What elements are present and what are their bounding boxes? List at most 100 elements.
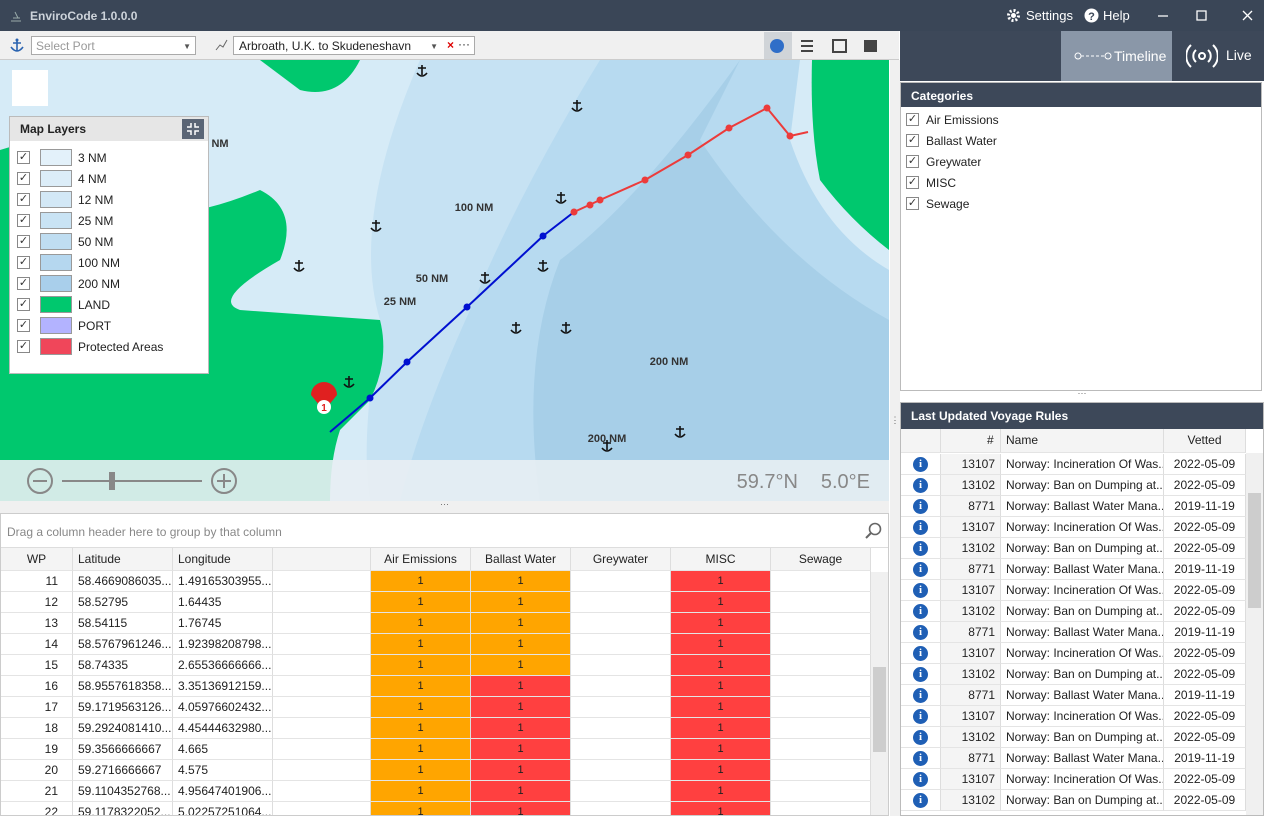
timeline-tab[interactable]: Timeline <box>1061 31 1172 81</box>
column-header[interactable] <box>273 548 371 571</box>
rule-cell[interactable]: Norway: Ballast Water Mana... <box>1001 748 1164 769</box>
rule-cell[interactable]: Norway: Ballast Water Mana... <box>1001 685 1164 706</box>
rule-cell[interactable]: Norway: Ban on Dumping at... <box>1001 727 1164 748</box>
rule-cell[interactable]: Norway: Ballast Water Mana... <box>1001 622 1164 643</box>
rule-cell[interactable]: 2022-05-09 <box>1164 601 1246 622</box>
column-header[interactable]: Sewage <box>771 548 871 571</box>
route-select[interactable]: Arbroath, U.K. to Skudeneshavn ▼ × ··· <box>233 36 475 55</box>
rule-cell[interactable]: 2019-11-19 <box>1164 559 1246 580</box>
info-icon[interactable]: i <box>913 793 928 808</box>
rule-cell[interactable]: 13102 <box>941 601 1001 622</box>
layer-checkbox[interactable]: ✓ <box>17 151 30 164</box>
rule-cell[interactable]: Norway: Incineration Of Was... <box>1001 454 1164 475</box>
info-icon[interactable]: i <box>913 709 928 724</box>
rule-cell[interactable]: Norway: Incineration Of Was... <box>1001 706 1164 727</box>
info-icon[interactable]: i <box>913 583 928 598</box>
rule-cell[interactable]: 13107 <box>941 517 1001 538</box>
layer-checkbox[interactable]: ✓ <box>17 256 30 269</box>
info-icon[interactable]: i <box>913 562 928 577</box>
rule-cell[interactable]: 13107 <box>941 643 1001 664</box>
info-icon[interactable]: i <box>913 499 928 514</box>
category-checkbox[interactable]: ✓ <box>906 176 919 189</box>
category-checkbox[interactable]: ✓ <box>906 113 919 126</box>
column-header[interactable]: Latitude <box>73 548 173 571</box>
info-icon[interactable]: i <box>913 604 928 619</box>
rule-cell[interactable]: Norway: Ban on Dumping at... <box>1001 538 1164 559</box>
column-header[interactable]: Greywater <box>571 548 671 571</box>
window-controls[interactable] <box>1150 6 1260 26</box>
info-icon[interactable]: i <box>913 541 928 556</box>
rule-cell[interactable]: 2022-05-09 <box>1164 454 1246 475</box>
zoom-out[interactable] <box>27 468 53 494</box>
port-select[interactable]: Select Port ▼ <box>31 36 196 55</box>
rule-cell[interactable]: Norway: Ballast Water Mana... <box>1001 496 1164 517</box>
rule-cell[interactable]: 13107 <box>941 454 1001 475</box>
rule-cell[interactable]: Norway: Incineration Of Was... <box>1001 643 1164 664</box>
settings-button[interactable]: Settings <box>1026 8 1073 23</box>
column-header[interactable]: Ballast Water <box>471 548 571 571</box>
collapse-button[interactable] <box>182 119 204 139</box>
rule-cell[interactable]: 2022-05-09 <box>1164 475 1246 496</box>
route-marker[interactable]: 1 <box>321 403 327 414</box>
rule-cell[interactable]: 8771 <box>941 748 1001 769</box>
rule-cell[interactable]: 8771 <box>941 622 1001 643</box>
splitter[interactable]: ··· <box>1077 391 1087 398</box>
live-tab[interactable]: Live <box>1226 47 1252 63</box>
view-buttons[interactable] <box>764 32 890 60</box>
category-checkbox[interactable]: ✓ <box>906 134 919 147</box>
info-icon[interactable]: i <box>913 751 928 766</box>
category-checkbox[interactable]: ✓ <box>906 155 919 168</box>
rule-cell[interactable]: Norway: Ban on Dumping at... <box>1001 475 1164 496</box>
rule-cell[interactable]: 2022-05-09 <box>1164 790 1246 811</box>
column-header[interactable]: MISC <box>671 548 771 571</box>
rule-cell[interactable]: 2019-11-19 <box>1164 496 1246 517</box>
rule-cell[interactable]: Norway: Ban on Dumping at... <box>1001 790 1164 811</box>
rule-cell[interactable]: 13102 <box>941 475 1001 496</box>
rule-cell[interactable]: 8771 <box>941 685 1001 706</box>
splitter[interactable]: ⋮ <box>890 60 900 816</box>
rule-cell[interactable]: 2019-11-19 <box>1164 748 1246 769</box>
category-checkbox[interactable]: ✓ <box>906 197 919 210</box>
layer-checkbox[interactable]: ✓ <box>17 298 30 311</box>
ruler-button[interactable] <box>12 70 48 106</box>
column-header[interactable]: Vetted <box>1164 429 1246 453</box>
rule-cell[interactable]: 13107 <box>941 769 1001 790</box>
column-header[interactable]: Name <box>1001 429 1164 453</box>
rule-cell[interactable]: 2022-05-09 <box>1164 643 1246 664</box>
info-icon[interactable]: i <box>913 730 928 745</box>
layer-checkbox[interactable]: ✓ <box>17 277 30 290</box>
rule-cell[interactable]: 2022-05-09 <box>1164 664 1246 685</box>
scrollbar[interactable] <box>1246 453 1263 815</box>
rule-cell[interactable]: 8771 <box>941 559 1001 580</box>
rule-cell[interactable]: 2022-05-09 <box>1164 517 1246 538</box>
layer-checkbox[interactable]: ✓ <box>17 319 30 332</box>
rule-cell[interactable]: 13102 <box>941 664 1001 685</box>
rule-cell[interactable]: 13107 <box>941 706 1001 727</box>
column-header[interactable]: Longitude <box>173 548 273 571</box>
rule-cell[interactable]: 2022-05-09 <box>1164 727 1246 748</box>
rule-cell[interactable]: 2019-11-19 <box>1164 622 1246 643</box>
scrollbar[interactable] <box>871 572 888 815</box>
rule-cell[interactable]: 2022-05-09 <box>1164 706 1246 727</box>
rule-cell[interactable]: 8771 <box>941 496 1001 517</box>
rule-cell[interactable]: Norway: Incineration Of Was... <box>1001 517 1164 538</box>
layer-checkbox[interactable]: ✓ <box>17 235 30 248</box>
info-icon[interactable]: i <box>913 688 928 703</box>
column-header[interactable]: # <box>941 429 1001 453</box>
rule-cell[interactable]: Norway: Incineration Of Was... <box>1001 769 1164 790</box>
rule-cell[interactable]: 13107 <box>941 580 1001 601</box>
zoom-slider[interactable] <box>109 472 115 490</box>
info-icon[interactable]: i <box>913 646 928 661</box>
rule-cell[interactable]: 2019-11-19 <box>1164 685 1246 706</box>
rule-cell[interactable]: Norway: Incineration Of Was... <box>1001 580 1164 601</box>
layer-checkbox[interactable]: ✓ <box>17 172 30 185</box>
zoom-in[interactable] <box>211 468 237 494</box>
layer-checkbox[interactable]: ✓ <box>17 214 30 227</box>
rule-cell[interactable]: 2022-05-09 <box>1164 769 1246 790</box>
rule-cell[interactable]: 2022-05-09 <box>1164 538 1246 559</box>
layer-checkbox[interactable]: ✓ <box>17 193 30 206</box>
rule-cell[interactable]: Norway: Ban on Dumping at... <box>1001 664 1164 685</box>
rule-cell[interactable]: Norway: Ballast Water Mana... <box>1001 559 1164 580</box>
info-icon[interactable]: i <box>913 520 928 535</box>
info-icon[interactable]: i <box>913 667 928 682</box>
